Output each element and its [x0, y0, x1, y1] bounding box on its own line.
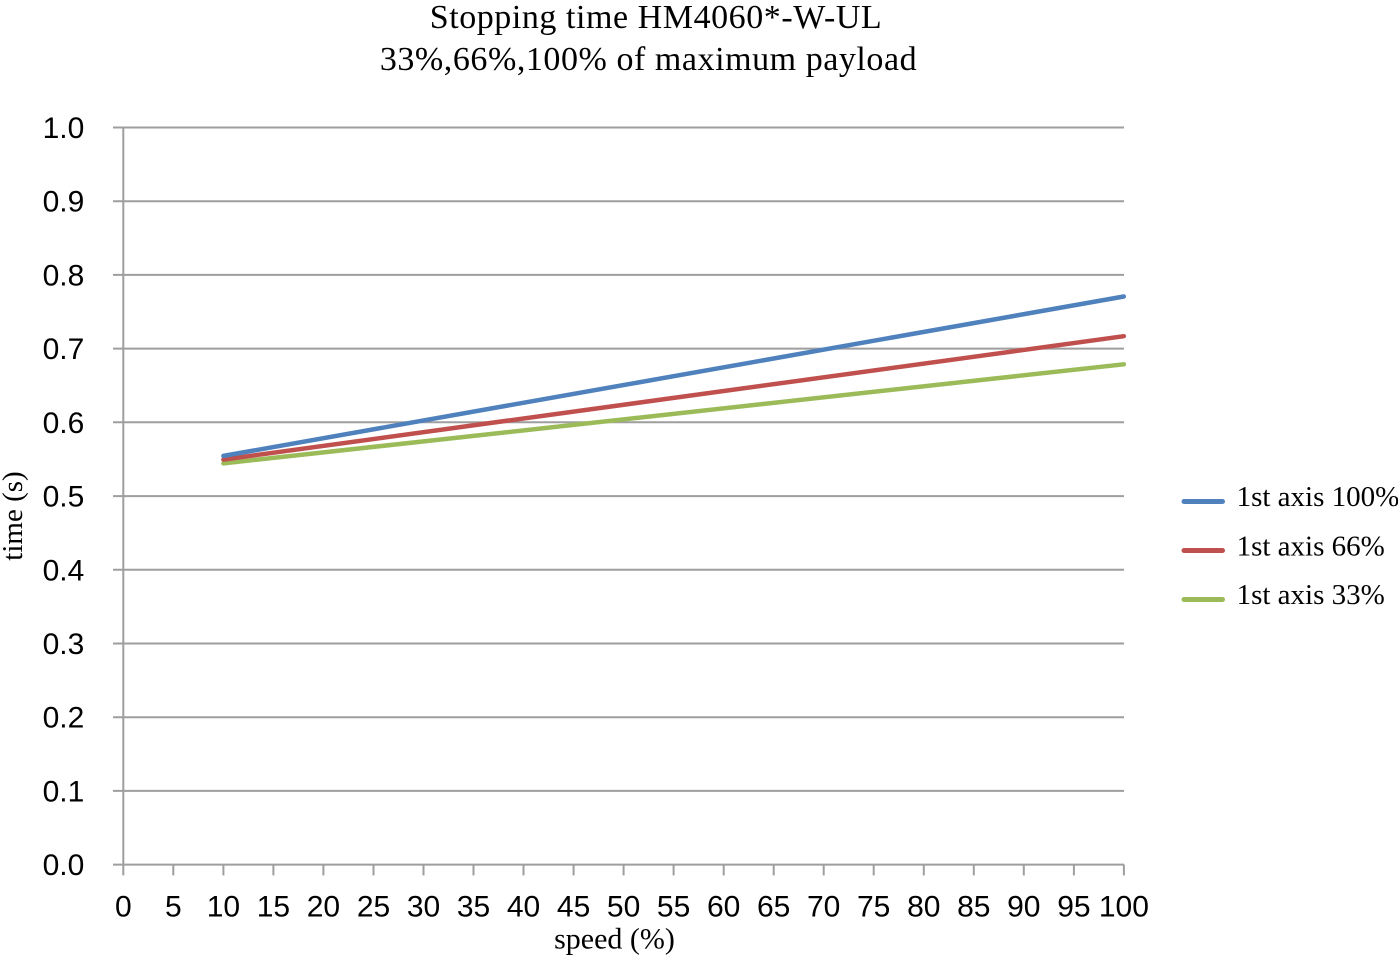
- svg-text:33%,66%,100% of maximum payloa: 33%,66%,100% of maximum payload: [380, 41, 917, 78]
- svg-text:35: 35: [457, 890, 490, 923]
- svg-text:0.1: 0.1: [43, 775, 85, 808]
- svg-text:1.0: 1.0: [43, 112, 85, 145]
- svg-text:0.3: 0.3: [43, 628, 85, 661]
- svg-text:1st axis 33%: 1st axis 33%: [1237, 579, 1385, 611]
- svg-text:0.8: 0.8: [43, 259, 85, 292]
- svg-text:90: 90: [1007, 890, 1040, 923]
- svg-text:0.7: 0.7: [43, 333, 85, 366]
- svg-text:15: 15: [257, 890, 290, 923]
- svg-text:0.2: 0.2: [43, 702, 85, 735]
- svg-text:30: 30: [407, 890, 440, 923]
- svg-text:0.5: 0.5: [43, 481, 85, 514]
- svg-text:70: 70: [807, 890, 840, 923]
- svg-text:95: 95: [1057, 890, 1090, 923]
- svg-text:100: 100: [1099, 890, 1149, 923]
- svg-text:45: 45: [557, 890, 590, 923]
- svg-text:50: 50: [607, 890, 640, 923]
- svg-text:time (s): time (s): [0, 471, 29, 560]
- svg-text:40: 40: [507, 890, 540, 923]
- svg-text:1st axis 66%: 1st axis 66%: [1237, 531, 1385, 563]
- svg-text:0: 0: [115, 890, 132, 923]
- svg-text:10: 10: [207, 890, 240, 923]
- svg-text:75: 75: [857, 890, 890, 923]
- svg-text:20: 20: [307, 890, 340, 923]
- svg-text:speed (%): speed (%): [554, 923, 675, 956]
- svg-text:85: 85: [957, 890, 990, 923]
- svg-text:0.6: 0.6: [43, 407, 85, 440]
- svg-text:5: 5: [165, 890, 182, 923]
- svg-text:0.0: 0.0: [43, 849, 85, 882]
- svg-text:0.4: 0.4: [43, 554, 85, 587]
- svg-text:Stopping time HM4060*-W-UL: Stopping time HM4060*-W-UL: [430, 0, 883, 36]
- svg-text:25: 25: [357, 890, 390, 923]
- svg-text:65: 65: [757, 890, 790, 923]
- svg-text:80: 80: [907, 890, 940, 923]
- svg-text:0.9: 0.9: [43, 186, 85, 219]
- svg-text:1st axis 100%: 1st axis 100%: [1237, 481, 1398, 513]
- svg-text:55: 55: [657, 890, 690, 923]
- svg-text:60: 60: [707, 890, 740, 923]
